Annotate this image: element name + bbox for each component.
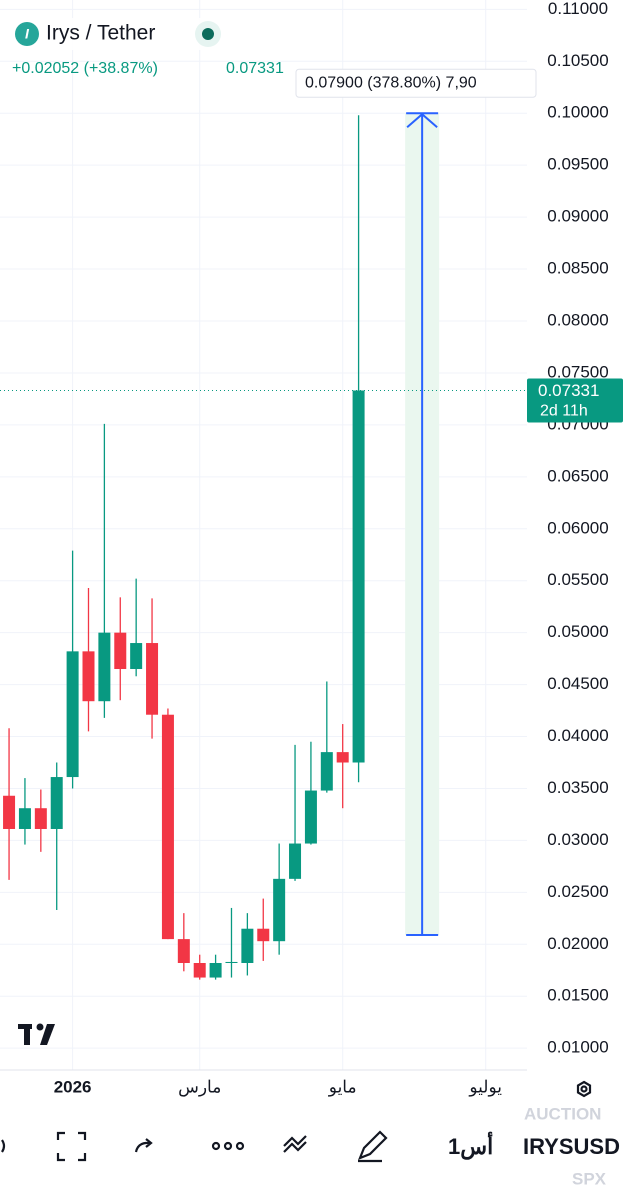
measure-label: 0.07900 (378.80%) 7,90 bbox=[305, 74, 477, 91]
interval[interactable]: 1أس bbox=[448, 1131, 493, 1160]
candle-body bbox=[209, 963, 222, 978]
x-tick-label: 2026 bbox=[54, 1077, 92, 1096]
indicators-icon[interactable] bbox=[283, 1135, 307, 1153]
candle-body bbox=[130, 643, 143, 670]
more-dot[interactable] bbox=[211, 1141, 221, 1151]
header-bg bbox=[10, 18, 226, 50]
auction: AUCTION bbox=[524, 1104, 601, 1123]
candle-body bbox=[257, 928, 270, 942]
fullscreen-icon[interactable] bbox=[56, 1131, 87, 1162]
candle-body bbox=[114, 632, 127, 670]
y-tick-label: 0.05500 bbox=[547, 570, 608, 589]
last-price-tag bbox=[527, 378, 623, 423]
toolbar bbox=[1, 1080, 592, 1163]
candle-body bbox=[225, 961, 238, 963]
candle-body bbox=[161, 714, 174, 940]
y-tick-label: 0.01000 bbox=[547, 1038, 608, 1057]
candle-body bbox=[82, 651, 95, 702]
plot: 0.01000 0.01500 0.02000 0.02500 0.03000 0.035… bbox=[0, 0, 623, 1097]
y-tick-label: 0.01500 bbox=[547, 986, 608, 1005]
y-tick-label: 0.07500 bbox=[547, 362, 608, 381]
logo-glyph: I bbox=[25, 26, 30, 42]
tv-logo bbox=[18, 1023, 55, 1045]
y-tick-label: 0.10000 bbox=[547, 103, 608, 122]
y-tick-label: 0.04500 bbox=[547, 674, 608, 693]
y-tick-label: 0.09500 bbox=[547, 155, 608, 174]
y-tick-label: 0.02000 bbox=[547, 934, 608, 953]
candle-body bbox=[241, 928, 254, 963]
y-tick-label: 0.05000 bbox=[547, 622, 608, 641]
y-tick-label: 0.08000 bbox=[547, 310, 608, 329]
y-tick-label: 0.08500 bbox=[547, 259, 608, 278]
candle-body bbox=[146, 643, 159, 715]
x-tick-label: مايو bbox=[328, 1077, 357, 1097]
y-tick-label: 0.06500 bbox=[547, 466, 608, 485]
price: 0.07331 bbox=[226, 60, 284, 77]
candle-body bbox=[289, 843, 302, 879]
more-dot bbox=[223, 1141, 233, 1151]
symbol-logo bbox=[15, 22, 39, 46]
x-tick-label: يوليو bbox=[468, 1077, 502, 1097]
symbol-title: Irys / Tether bbox=[46, 22, 155, 45]
y-tick-label: 0.11000 bbox=[548, 0, 608, 18]
edge-icon bbox=[1, 1139, 6, 1153]
candle-body bbox=[304, 790, 317, 844]
y-tick-label: 0.10500 bbox=[547, 51, 608, 70]
candle-body bbox=[3, 795, 16, 829]
candle-body bbox=[320, 752, 333, 791]
countdown: 2d 11h bbox=[540, 403, 588, 420]
last-price-label: 0.07331 bbox=[538, 381, 599, 400]
redo-icon[interactable] bbox=[134, 1138, 153, 1153]
candle-body bbox=[336, 752, 349, 763]
change: +0.02052 (+38.87%) bbox=[12, 60, 158, 77]
draw-icon[interactable] bbox=[358, 1130, 388, 1163]
candle-body bbox=[98, 632, 111, 702]
candle-body bbox=[177, 939, 190, 963]
x-tick-label: مارس bbox=[178, 1077, 221, 1097]
measure-label-bg bbox=[295, 68, 537, 98]
candle-body bbox=[193, 963, 206, 978]
candle-body bbox=[273, 878, 286, 942]
y-tick-label: 0.06000 bbox=[547, 518, 608, 537]
candle-body bbox=[18, 808, 31, 829]
status-dot bbox=[202, 28, 214, 40]
y-tick-label: 0.04000 bbox=[547, 726, 608, 745]
y-tick-label: 0.09000 bbox=[547, 207, 608, 226]
ticker[interactable]: IRYSUSD bbox=[523, 1134, 620, 1159]
candle-body bbox=[352, 390, 365, 763]
candle-body bbox=[50, 777, 63, 829]
candle-body bbox=[66, 651, 79, 778]
y-tick-label: 0.02500 bbox=[547, 882, 608, 901]
y-tick-label: 0.03000 bbox=[547, 830, 608, 849]
settings-icon[interactable] bbox=[576, 1080, 592, 1098]
index: SPX bbox=[572, 1169, 607, 1188]
settings-hole bbox=[580, 1085, 588, 1093]
candle-body bbox=[34, 808, 47, 829]
y-tick-label: 0.03500 bbox=[547, 778, 608, 797]
more-dot bbox=[235, 1141, 245, 1151]
measure-arrow bbox=[406, 112, 438, 128]
